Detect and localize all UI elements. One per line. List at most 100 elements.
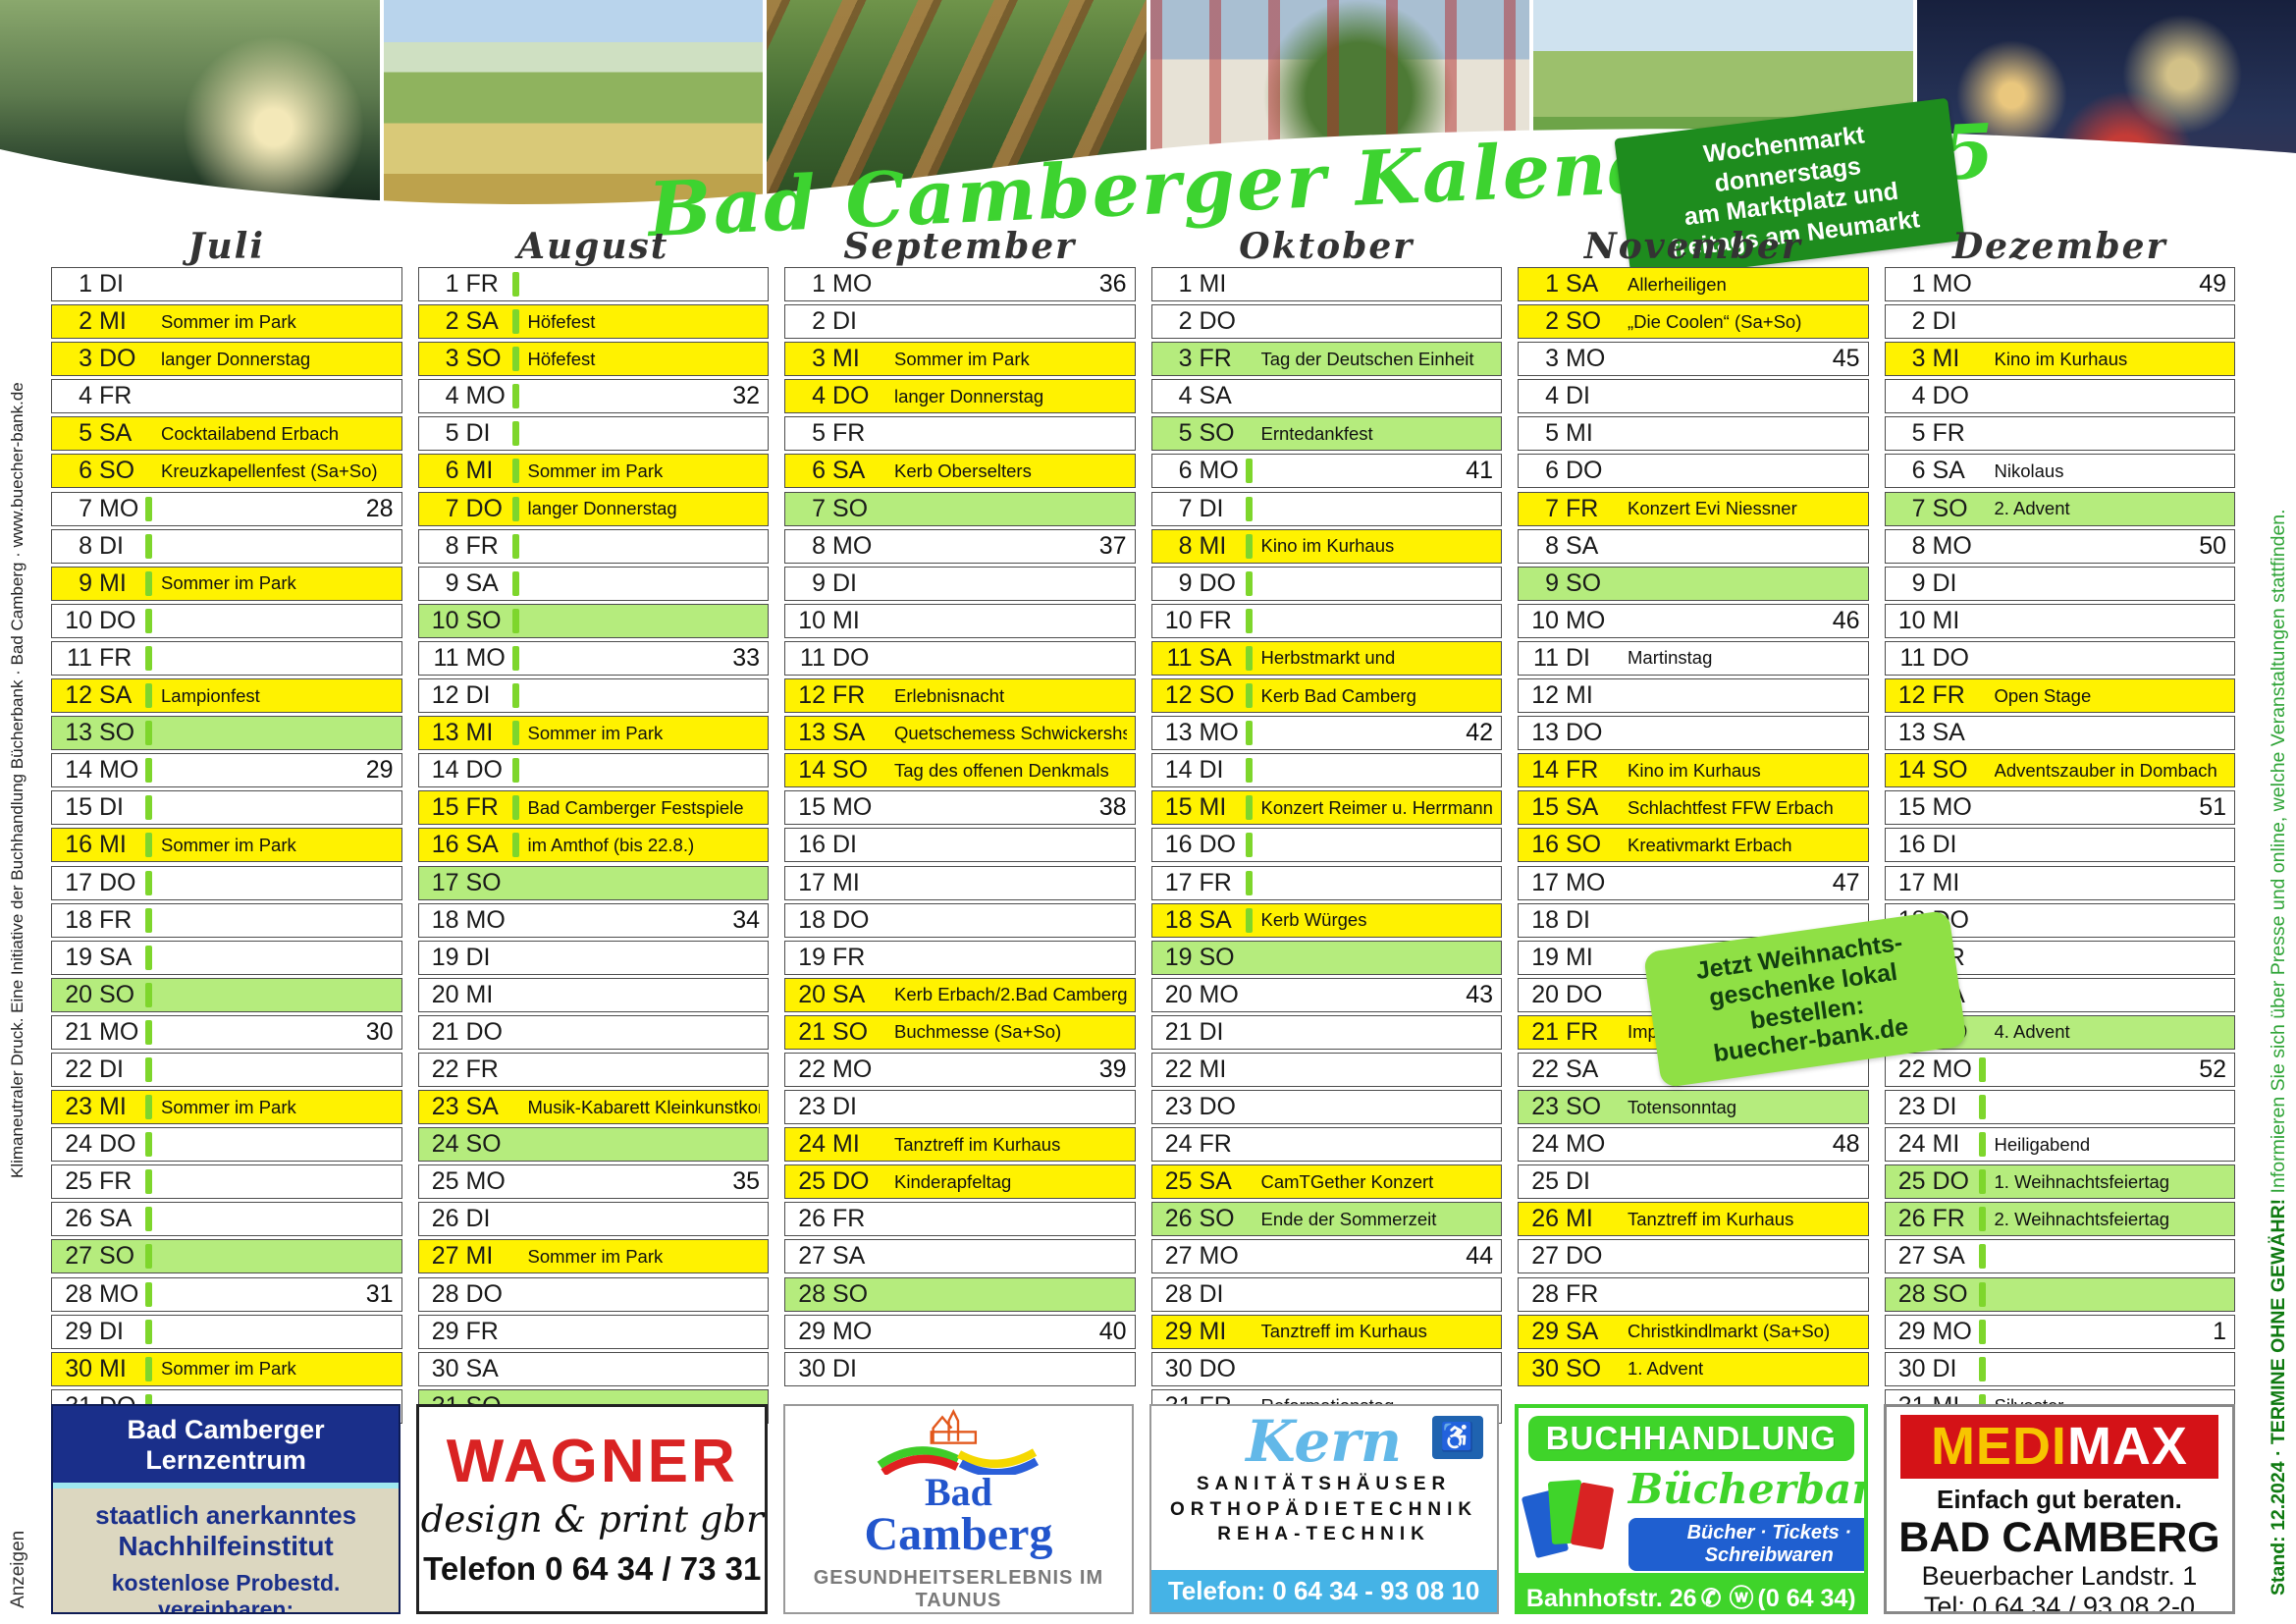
school-holiday-bar	[145, 496, 152, 521]
ad-kern-line2: ORTHOPÄDIETECHNIK	[1170, 1498, 1478, 1520]
day-row: 6 MI Sommer im Park	[417, 454, 769, 489]
day-weekday: SO	[1932, 756, 1968, 785]
disclaimer-vertical-text: Stand: 12.2024 · TERMINE OHNE GEWÄHR! In…	[2268, 250, 2290, 1596]
school-holiday-bar	[1245, 608, 1253, 633]
school-holiday-bar	[1245, 721, 1253, 746]
day-row: 2 DI	[1884, 304, 2235, 340]
day-row: 15 MO 38	[784, 790, 1136, 826]
ad-medimax-phone: Tel: 0 64 34 / 93 08 2-0	[1923, 1591, 2196, 1614]
day-number: 27	[65, 1242, 92, 1271]
day-number: 11	[1166, 643, 1193, 672]
ads-row: Bad Camberger Lernzentrum staatlich aner…	[51, 1404, 2236, 1614]
school-holiday-bar	[145, 870, 152, 895]
day-event: Ende der Sommerzeit	[1260, 1208, 1437, 1229]
school-holiday-bar	[1978, 1281, 1986, 1307]
day-weekday: FR	[1199, 1130, 1232, 1159]
holiday-bar-slot	[879, 983, 885, 1007]
school-holiday-bar	[145, 1281, 152, 1307]
day-weekday: MO	[832, 793, 873, 822]
holiday-bar-slot	[879, 534, 885, 559]
day-row: 27 SO	[51, 1239, 402, 1274]
day-number: 6	[1911, 457, 1926, 485]
day-weekday: SA	[832, 980, 866, 1008]
day-event: „Die Coolen“ (Sa+So)	[1628, 310, 1802, 332]
school-holiday-bar	[145, 907, 152, 933]
holiday-bar-slot	[1612, 347, 1619, 371]
day-row: 3 FR Tag der Deutschen Einheit	[1150, 342, 1502, 377]
day-number: 21	[65, 1017, 92, 1046]
day-number: 26	[431, 1205, 459, 1233]
day-number: 18	[798, 905, 826, 934]
day-number: 14	[1164, 756, 1193, 785]
day-row: 1 FR	[417, 267, 769, 301]
day-number: 6	[812, 457, 826, 485]
day-row: 24 FR	[1150, 1127, 1502, 1163]
school-holiday-bar	[145, 945, 152, 970]
day-number: 1	[1911, 270, 1926, 298]
day-weekday: DI	[832, 307, 857, 336]
month-header: Oktober	[1239, 226, 1415, 267]
day-number: 2	[1178, 307, 1193, 336]
day-row: 10 FR	[1150, 603, 1502, 638]
day-event: langer Donnerstag	[894, 385, 1044, 406]
day-row: 1 MO 49	[1884, 267, 2235, 301]
day-row: 12 SA Lampionfest	[51, 678, 402, 714]
day-weekday: MI	[465, 1242, 494, 1271]
day-row: 8 SA	[1518, 528, 1869, 564]
day-number: 9	[1545, 568, 1559, 597]
day-weekday: MO	[99, 494, 139, 522]
day-number: 5	[1545, 419, 1559, 448]
day-row: 25 MO 35	[417, 1164, 769, 1200]
school-holiday-bar	[145, 1356, 152, 1381]
day-number: 6	[1545, 457, 1559, 485]
day-weekday: MI	[1566, 681, 1593, 710]
day-number: 13	[1531, 719, 1559, 747]
day-weekday: MO	[1932, 531, 1972, 560]
day-number: 27	[798, 1242, 826, 1271]
holiday-bar-slot	[1246, 384, 1253, 408]
day-number: 11	[67, 643, 92, 672]
holiday-bar-slot	[1246, 272, 1253, 297]
week-number: 32	[732, 382, 760, 410]
day-row: 23 DI	[1884, 1090, 2235, 1125]
day-weekday: FR	[832, 681, 866, 710]
week-number: 50	[2199, 531, 2226, 560]
day-event: Totensonntag	[1628, 1096, 1737, 1117]
day-event: 1. Weihnachtsfeiertag	[1994, 1170, 2170, 1192]
day-row: 2 MI Sommer im Park	[51, 304, 402, 340]
day-event: Nikolaus	[1994, 460, 2064, 481]
day-number: 11	[1533, 643, 1559, 672]
ad-medimax-city: BAD CAMBERG	[1898, 1513, 2220, 1561]
day-weekday: DO	[1932, 382, 1970, 410]
day-number: 22	[431, 1055, 459, 1083]
disclaimer-bold: Stand: 12.2024 · TERMINE OHNE GEWÄHR!	[2268, 1193, 2289, 1596]
day-row: 1 DI	[51, 267, 402, 301]
day-row: 29 MI Tanztreff im Kurhaus	[1150, 1314, 1502, 1349]
school-holiday-bar	[1245, 570, 1253, 596]
day-event: Kino im Kurhaus	[1260, 535, 1395, 557]
school-holiday-bar	[145, 1132, 152, 1158]
ad-medimax-address: Beuerbacher Landstr. 1	[1921, 1560, 2198, 1591]
day-weekday: FR	[465, 531, 499, 560]
holiday-bar-slot	[879, 795, 885, 820]
day-weekday: MO	[465, 905, 506, 934]
school-holiday-bar	[511, 533, 519, 559]
day-weekday: FR	[465, 793, 499, 822]
day-event: Open Stage	[1994, 684, 2092, 706]
day-event: Kreativmarkt Erbach	[1628, 834, 1792, 855]
week-number: 35	[732, 1167, 760, 1196]
holiday-bar-slot	[1612, 1244, 1619, 1269]
day-weekday: DI	[1566, 1167, 1590, 1196]
week-number: 46	[1832, 606, 1860, 634]
day-weekday: MI	[1566, 943, 1593, 971]
day-weekday: SA	[832, 719, 866, 747]
day-weekday: DO	[1566, 457, 1603, 485]
day-number: 20	[431, 980, 459, 1008]
day-row: 11 DO	[784, 640, 1136, 676]
ad-kern-line1: SANITÄTSHÄUSER	[1196, 1473, 1452, 1494]
day-weekday: MI	[1199, 1055, 1227, 1083]
day-number: 1	[79, 270, 92, 298]
day-row: 14 SO Adventszauber in Dombach	[1884, 753, 2235, 788]
kern-logo-icon: ♿	[1431, 1416, 1483, 1459]
day-weekday: DI	[1199, 1017, 1224, 1046]
